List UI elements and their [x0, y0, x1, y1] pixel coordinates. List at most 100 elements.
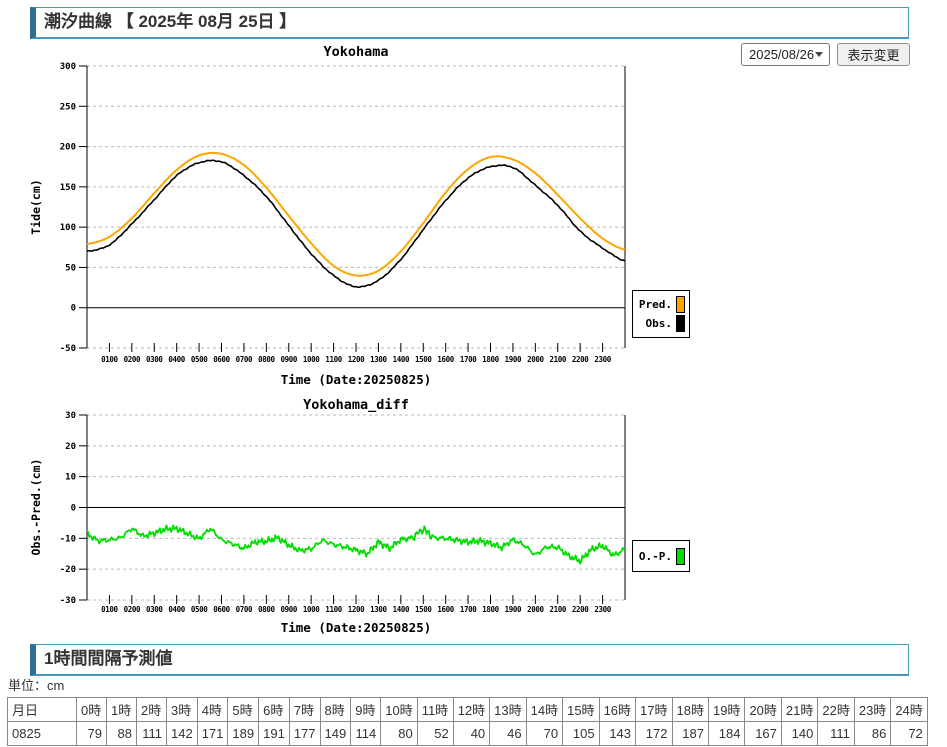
legend-item-diff: O.-P.	[637, 547, 685, 565]
svg-text:0500: 0500	[191, 605, 208, 614]
column-header: 16時	[598, 697, 637, 722]
svg-text:0100: 0100	[101, 355, 118, 364]
date-select[interactable]: 2025/08/26	[741, 43, 830, 66]
svg-text:10: 10	[65, 473, 76, 483]
value-cell: 142	[166, 721, 198, 746]
svg-text:1900: 1900	[505, 355, 522, 364]
svg-text:1100: 1100	[325, 605, 342, 614]
value-cell: 105	[562, 721, 600, 746]
legend-item-pred: Pred.	[637, 296, 685, 313]
value-cell: 46	[489, 721, 527, 746]
value-cell: 111	[817, 721, 855, 746]
tide-chart-legend: Pred. Obs.	[632, 290, 690, 338]
svg-text:1100: 1100	[325, 355, 342, 364]
legend-diff-label: O.-P.	[638, 549, 672, 563]
svg-text:20: 20	[65, 442, 76, 452]
value-cell: 70	[525, 721, 564, 746]
column-header: 9時	[350, 697, 382, 722]
legend-pred-label: Pred.	[638, 298, 672, 311]
svg-text:-30: -30	[60, 596, 76, 606]
svg-text:0600: 0600	[213, 355, 230, 364]
column-header: 15時	[562, 697, 600, 722]
date-select-value: 2025/08/26	[749, 47, 815, 62]
column-header: 1時	[106, 697, 137, 722]
svg-text:0: 0	[71, 304, 76, 314]
svg-text:1800: 1800	[482, 355, 499, 364]
display-change-button[interactable]: 表示変更	[837, 43, 910, 66]
svg-text:1400: 1400	[393, 605, 410, 614]
svg-text:1000: 1000	[303, 605, 320, 614]
svg-text:0300: 0300	[146, 355, 163, 364]
svg-text:1400: 1400	[393, 355, 410, 364]
value-cell: 114	[350, 721, 382, 746]
column-header: 22時	[817, 697, 855, 722]
column-header: 21時	[780, 697, 819, 722]
svg-text:50: 50	[65, 263, 76, 273]
value-cell: 184	[707, 721, 746, 746]
svg-text:1600: 1600	[437, 605, 454, 614]
prediction-table: 月日 0時 1時 2時 3時 4時 5時 6時 7時 8時 9時 10時 11時 12時 13時 14時 15時…	[7, 697, 928, 746]
svg-text:-50: -50	[60, 344, 76, 354]
column-header: 19時	[707, 697, 746, 722]
svg-text:0400: 0400	[168, 605, 185, 614]
svg-text:1300: 1300	[370, 605, 387, 614]
svg-text:0500: 0500	[191, 355, 208, 364]
value-cell: 79	[76, 721, 107, 746]
svg-text:0800: 0800	[258, 355, 275, 364]
svg-text:Yokohama: Yokohama	[323, 44, 388, 60]
column-header: 8時	[319, 697, 352, 722]
diff-chart-legend: O.-P.	[632, 540, 690, 572]
value-cell: 177	[288, 721, 321, 746]
svg-text:2000: 2000	[527, 605, 544, 614]
svg-text:200: 200	[60, 143, 76, 153]
svg-text:1800: 1800	[482, 605, 499, 614]
unit-label: 単位：cm	[8, 678, 65, 693]
svg-text:Tide(cm): Tide(cm)	[29, 179, 43, 234]
svg-text:2300: 2300	[594, 605, 611, 614]
svg-text:300: 300	[60, 62, 76, 72]
value-cell: 40	[452, 721, 491, 746]
value-cell: 172	[635, 721, 673, 746]
svg-text:1200: 1200	[348, 605, 365, 614]
svg-text:Time (Date:20250825): Time (Date:20250825)	[281, 620, 432, 635]
svg-text:0200: 0200	[124, 605, 141, 614]
value-cell: 111	[136, 721, 167, 746]
svg-text:0900: 0900	[281, 355, 298, 364]
column-header: 7時	[288, 697, 321, 722]
column-header: 20時	[744, 697, 782, 722]
value-cell: 86	[853, 721, 892, 746]
svg-text:2200: 2200	[572, 605, 589, 614]
date-controls: 2025/08/26 表示変更	[741, 43, 910, 66]
column-header: 6時	[258, 697, 290, 722]
svg-text:Obs.-Pred.(cm): Obs.-Pred.(cm)	[29, 459, 43, 556]
row-date-cell: 0825	[7, 721, 77, 746]
svg-text:0700: 0700	[236, 355, 253, 364]
svg-text:1700: 1700	[460, 605, 477, 614]
column-header: 月日	[7, 697, 77, 722]
column-header: 10時	[380, 697, 418, 722]
column-header: 11時	[416, 697, 454, 722]
svg-text:Yokohama_diff: Yokohama_diff	[303, 397, 409, 413]
svg-text:0100: 0100	[101, 605, 118, 614]
svg-text:1900: 1900	[505, 605, 522, 614]
table-section-title: 1時間間隔予測値	[30, 644, 909, 676]
value-cell: 149	[319, 721, 352, 746]
column-header: 0時	[76, 697, 107, 722]
svg-text:0200: 0200	[124, 355, 141, 364]
column-header: 23時	[853, 697, 892, 722]
svg-text:150: 150	[60, 183, 76, 193]
svg-text:2100: 2100	[550, 355, 567, 364]
svg-text:Time (Date:20250825): Time (Date:20250825)	[281, 372, 432, 387]
value-cell: 143	[598, 721, 637, 746]
svg-text:1000: 1000	[303, 355, 320, 364]
svg-text:100: 100	[60, 223, 76, 233]
svg-text:0700: 0700	[236, 605, 253, 614]
value-cell: 80	[380, 721, 418, 746]
column-header: 12時	[452, 697, 491, 722]
svg-text:1500: 1500	[415, 355, 432, 364]
svg-text:2000: 2000	[527, 355, 544, 364]
diff-chart: -30 -20 -10 0 10 20 30 0100 0200 0300 0400 0500 0600…	[29, 397, 626, 635]
value-cell: 187	[671, 721, 709, 746]
chevron-down-icon	[815, 52, 823, 57]
pred-swatch-icon	[676, 296, 685, 313]
